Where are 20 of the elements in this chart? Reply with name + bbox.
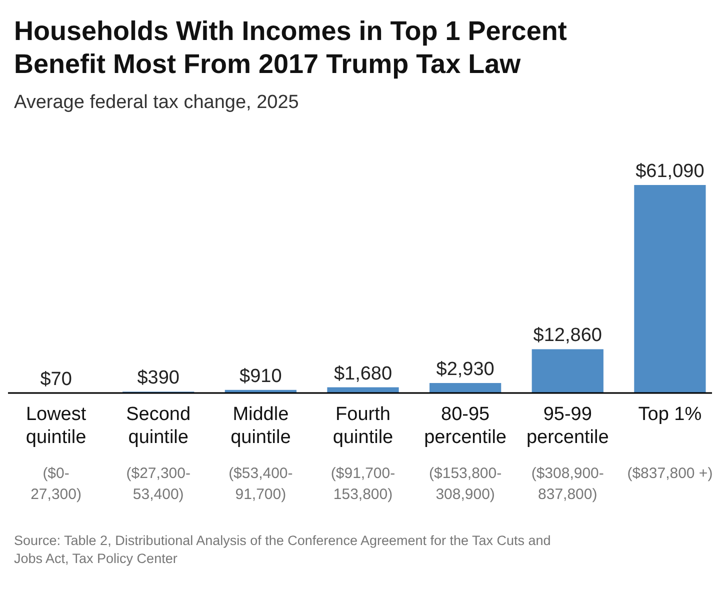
data-label: $910: [240, 366, 282, 387]
x-tick-label: Lowest quintile ($0- 27,300): [26, 404, 87, 503]
source-note: Source: Table 2, Distributional Analysis of the Conference Agreement for the Tax Cuts and Jobs Act, Tax Policy Center: [14, 533, 551, 566]
bar: [532, 349, 604, 393]
data-label: $2,930: [436, 359, 494, 380]
x-tick-label: Fourth quintile ($91,700- 153,800): [330, 404, 396, 503]
bar: [430, 383, 502, 393]
x-tick-label: Middle quintile ($53,400- 91,700): [228, 404, 293, 503]
chart-subtitle: Average federal tax change, 2025: [14, 92, 299, 113]
data-label: $70: [40, 368, 72, 390]
category-label: Top 1% ($837,800 +): [627, 404, 713, 482]
data-label: $12,860: [533, 325, 602, 346]
data-label: $61,090: [636, 161, 704, 182]
bar: [634, 185, 706, 393]
x-tick-label: 80-95 percentile ($153,800- 308,900): [424, 404, 507, 503]
data-label: $1,680: [334, 363, 392, 384]
x-tick-label: Second quintile ($27,300- 53,400): [126, 404, 191, 503]
data-label: $390: [137, 368, 180, 389]
chart-title: Households With Incomes in Top 1 Percent Benefit Most From 2017 Trump Tax Law: [14, 16, 567, 79]
x-tick-label: 95-99 percentile ($308,900- 837,800): [526, 404, 609, 503]
